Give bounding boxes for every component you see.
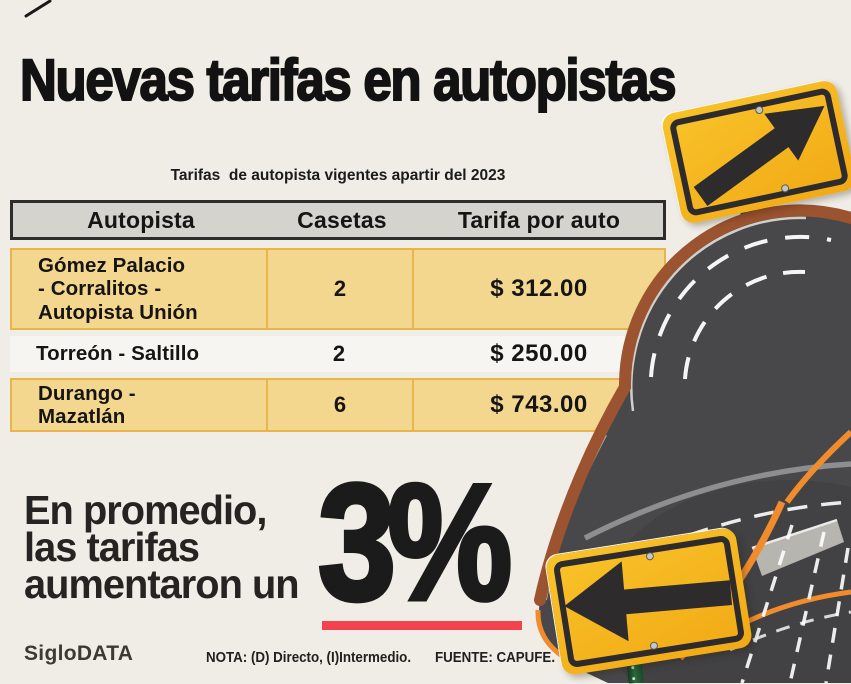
cell-tarifa: $ 312.00 bbox=[490, 275, 588, 302]
pen-mark bbox=[24, 0, 52, 18]
up-right-arrow-icon bbox=[693, 105, 825, 206]
orange-road-edge bbox=[738, 589, 851, 628]
cell-casetas: 2 bbox=[268, 250, 414, 328]
footer-notes: NOTA: (D) Directo, (I)Intermedio. FUENTE… bbox=[206, 650, 555, 666]
cell-autopista: Durango - Mazatlán bbox=[12, 380, 268, 430]
cell-autopista: Gómez Palacio - Corralitos - Autopista U… bbox=[12, 250, 268, 328]
direction-sign-bottom bbox=[544, 526, 754, 677]
table-row: Torreón - Saltillo 2 $ 250.00 bbox=[10, 336, 666, 372]
average-text-line1: En promedio, bbox=[24, 487, 267, 533]
left-arrow-icon bbox=[564, 561, 733, 642]
footnote: NOTA: (D) Directo, (I)Intermedio. bbox=[206, 650, 412, 666]
tariff-table: Autopista Casetas Tarifa por auto Gómez … bbox=[10, 200, 666, 432]
direction-sign-top bbox=[660, 78, 851, 226]
page-subtitle: Tarifas de autopista vigentes apartir de… bbox=[170, 167, 506, 184]
cell-casetas: 2 bbox=[332, 341, 346, 366]
header-cell-casetas: Casetas bbox=[297, 206, 387, 233]
average-increase-text: En promedio, las tarifas aumentaron un bbox=[24, 487, 300, 607]
average-text-line2: las tarifas bbox=[24, 524, 200, 570]
guardrail-line bbox=[583, 461, 851, 541]
table-row: Durango - Mazatlán 6 $ 743.00 bbox=[10, 378, 666, 432]
lane-markings bbox=[683, 269, 817, 380]
header-cell-autopista: Autopista bbox=[87, 206, 195, 233]
overpass-wall bbox=[752, 520, 844, 576]
stat-underline bbox=[322, 621, 522, 630]
table-body: Gómez Palacio - Corralitos - Autopista U… bbox=[10, 248, 666, 432]
lane-markings bbox=[740, 524, 794, 683]
table-header: Autopista Casetas Tarifa por auto bbox=[10, 200, 666, 240]
lane-markings bbox=[649, 234, 832, 378]
average-stat: 3% bbox=[316, 450, 514, 634]
orange-road-edge bbox=[784, 429, 851, 504]
brand-logo: SigloDATA bbox=[24, 642, 134, 665]
table-row: Gómez Palacio - Corralitos - Autopista U… bbox=[10, 248, 666, 330]
header-cell-tarifa: Tarifa por auto bbox=[457, 206, 621, 233]
cell-autopista: Torreón - Saltillo bbox=[36, 342, 200, 366]
cell-casetas: 6 bbox=[268, 380, 414, 430]
cell-tarifa: $ 250.00 bbox=[490, 340, 588, 367]
source-note: FUENTE: CAPUFE. bbox=[434, 650, 556, 666]
cell-tarifa: $ 743.00 bbox=[490, 391, 588, 418]
page-title: Nuevas tarifas en autopistas bbox=[19, 48, 677, 113]
average-text-line3: aumentaron un bbox=[24, 561, 300, 607]
